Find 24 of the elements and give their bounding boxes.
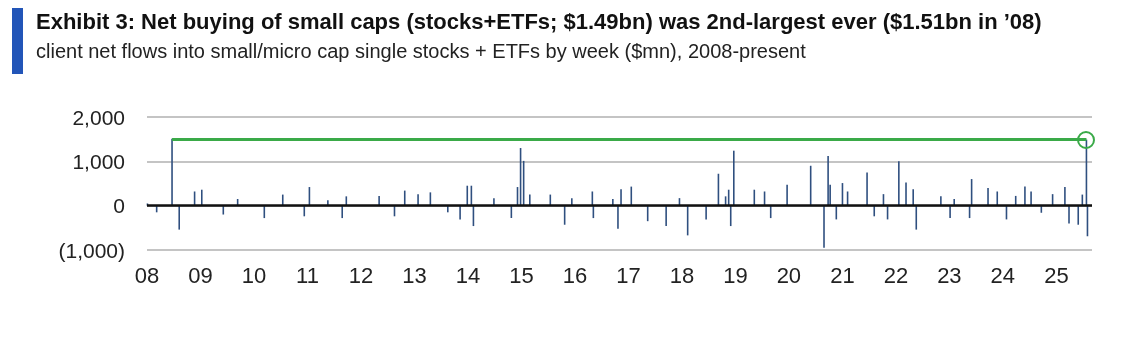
x-tick-label: 10 bbox=[241, 262, 267, 288]
x-tick-label: 19 bbox=[723, 262, 748, 288]
x-tick-label: 24 bbox=[990, 262, 1016, 288]
chart-subtitle: client net flows into small/micro cap single stocks + ETFs by week ($mn), 2008-present bbox=[36, 40, 806, 63]
x-tick-label: 16 bbox=[562, 262, 588, 288]
x-tick-label: 13 bbox=[402, 262, 427, 288]
x-tick-label: 12 bbox=[348, 262, 374, 288]
x-tick-label: 20 bbox=[776, 262, 802, 288]
x-tick-label: 09 bbox=[188, 262, 213, 288]
y-tick-label: 0 bbox=[113, 194, 125, 218]
x-tick-label: 18 bbox=[669, 262, 695, 288]
x-tick-label: 23 bbox=[937, 262, 962, 288]
x-tick-label: 14 bbox=[455, 262, 481, 288]
y-tick-label: 2,000 bbox=[72, 105, 125, 129]
x-tick-label: 22 bbox=[883, 262, 909, 288]
x-tick-label: 25 bbox=[1044, 262, 1069, 288]
x-tick-label: 11 bbox=[296, 262, 319, 288]
x-tick-label: 08 bbox=[134, 262, 160, 288]
y-tick-label: (1,000) bbox=[58, 238, 125, 262]
x-tick-label: 17 bbox=[616, 262, 641, 288]
x-tick-label: 15 bbox=[509, 262, 534, 288]
y-tick-label: 1,000 bbox=[72, 149, 125, 173]
chart-title: Exhibit 3: Net buying of small caps (stocks+ETFs; $1.49bn) was 2nd-largest ever ($1.51bn in ’08) bbox=[36, 9, 1042, 35]
x-tick-label: 21 bbox=[830, 262, 855, 288]
